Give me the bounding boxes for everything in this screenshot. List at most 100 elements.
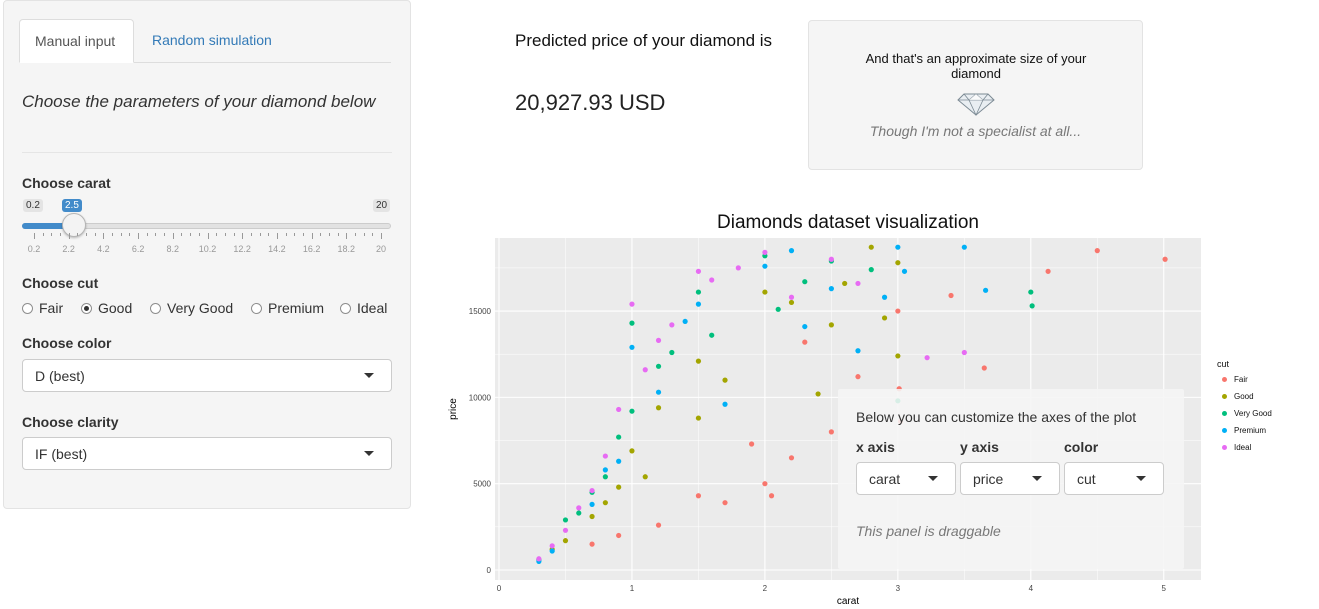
legend-item: Very Good: [1222, 409, 1272, 418]
tab-manual-input[interactable]: Manual input: [19, 19, 134, 63]
data-point: [562, 517, 569, 523]
radio-button[interactable]: [340, 302, 351, 314]
data-point: [602, 453, 608, 459]
slider-minor-tick: [181, 233, 183, 236]
slider-minor-tick: [224, 233, 226, 236]
tab-bar: Manual input Random simulation: [19, 19, 391, 63]
slider-tick: [311, 233, 313, 239]
legend-item: Premium: [1222, 426, 1266, 435]
data-point: [948, 292, 954, 299]
data-point: [802, 339, 808, 345]
x-tick-label: 4: [1029, 584, 1034, 593]
data-point: [895, 244, 901, 250]
legend-swatch: [1222, 394, 1227, 399]
plot-points: [536, 244, 1168, 564]
data-point: [1094, 248, 1100, 254]
data-point: [1028, 289, 1034, 295]
data-point: [695, 301, 702, 307]
data-point: [655, 337, 662, 343]
x-tick-label: 5: [1162, 584, 1167, 593]
slider-minor-tick: [233, 233, 235, 236]
slider-minor-tick: [198, 233, 200, 236]
slider-tick: [103, 233, 105, 239]
slider-minor-tick: [60, 233, 62, 236]
cut-radio-very-good[interactable]: Very Good: [150, 300, 233, 316]
legend-swatch: [1222, 411, 1227, 416]
data-point: [895, 353, 901, 359]
legend-swatch: [1222, 428, 1227, 433]
data-point: [616, 484, 622, 490]
data-point: [616, 406, 622, 413]
chevron-down-icon: [1032, 476, 1042, 481]
data-point: [868, 267, 874, 273]
data-point: [828, 286, 834, 292]
slider-minor-tick: [129, 233, 131, 236]
data-point: [722, 500, 728, 506]
color-axis-select[interactable]: cut: [1064, 462, 1164, 495]
radio-button[interactable]: [81, 302, 92, 314]
y-tick-label: 5000: [473, 480, 491, 489]
x-axis-select[interactable]: carat: [856, 462, 956, 495]
data-point: [642, 367, 648, 373]
data-point: [735, 265, 741, 271]
slider-minor-tick: [77, 233, 79, 236]
data-point: [768, 493, 775, 499]
size-box-note: Though I'm not a specialist at all...: [869, 123, 1082, 139]
carat-slider-handle[interactable]: [62, 213, 87, 237]
x-tick-label: 2: [763, 584, 768, 593]
data-point: [669, 349, 675, 356]
legend-label: Very Good: [1234, 409, 1272, 418]
cut-radio-premium[interactable]: Premium: [251, 300, 324, 316]
data-point: [576, 510, 582, 516]
data-point: [602, 500, 608, 506]
slider-minor-tick: [155, 233, 157, 236]
slider-minor-tick: [294, 233, 296, 236]
data-point: [828, 322, 834, 328]
carat-min-chip: 0.2: [23, 199, 43, 212]
slider-tick-label: 12.2: [233, 244, 251, 254]
radio-button[interactable]: [22, 302, 33, 314]
x-tick-label: 1: [630, 584, 635, 593]
legend-label: Ideal: [1234, 443, 1252, 452]
data-point: [802, 323, 808, 330]
data-point: [589, 513, 595, 520]
data-point: [868, 244, 874, 250]
slider-minor-tick: [250, 233, 252, 236]
y-axis-select[interactable]: price: [960, 462, 1060, 495]
cut-radio-fair[interactable]: Fair: [22, 300, 63, 316]
slider-minor-tick: [51, 233, 53, 236]
tab-random-simulation[interactable]: Random simulation: [152, 32, 272, 48]
x-axis-select-label: x axis: [856, 439, 895, 455]
sidebar-subtitle: Choose the parameters of your diamond be…: [22, 92, 376, 111]
x-tick-label: 0: [497, 584, 502, 593]
radio-button[interactable]: [251, 302, 262, 314]
data-point: [655, 363, 662, 369]
color-select[interactable]: D (best): [22, 359, 392, 392]
data-point: [901, 268, 908, 274]
color-axis-select-label: color: [1064, 439, 1099, 455]
slider-minor-tick: [372, 233, 374, 236]
cut-radio-good[interactable]: Good: [81, 300, 132, 316]
data-point: [1045, 268, 1051, 274]
radio-button[interactable]: [150, 302, 161, 314]
slider-minor-tick: [337, 233, 339, 236]
data-point: [655, 522, 662, 528]
slider-minor-tick: [328, 233, 330, 236]
data-point: [1029, 303, 1035, 309]
data-point: [549, 543, 555, 549]
data-point: [549, 548, 555, 554]
data-point: [616, 434, 622, 440]
clarity-select[interactable]: IF (best): [22, 437, 392, 470]
data-point: [629, 448, 635, 454]
sidebar-panel: [3, 0, 411, 509]
data-point: [815, 391, 821, 397]
data-point: [961, 244, 967, 250]
slider-tick-label: 18.2: [337, 244, 356, 254]
data-point: [828, 256, 834, 262]
data-point: [749, 441, 755, 447]
data-point: [722, 377, 728, 383]
legend-item: Fair: [1222, 375, 1248, 384]
x-axis-select-value: carat: [869, 470, 901, 487]
data-point: [762, 481, 768, 487]
cut-radio-ideal[interactable]: Ideal: [340, 300, 387, 316]
